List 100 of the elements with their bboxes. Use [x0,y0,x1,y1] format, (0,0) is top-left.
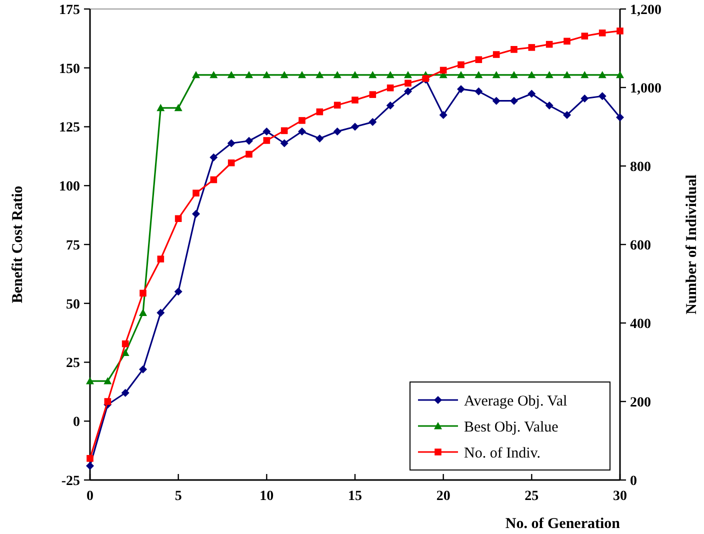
y-tick-label: 0 [73,415,80,430]
y-tick-label: 150 [59,62,80,77]
point [510,96,518,105]
point [104,398,112,405]
point [140,290,146,297]
point [298,127,306,136]
point [474,70,483,78]
legend-label: Best Obj. Value [464,419,559,436]
point [351,70,359,78]
x-tick-label: 25 [524,489,539,504]
y-tick-label: 75 [66,238,80,254]
y2-tick-label: 800 [630,160,651,175]
point [262,127,271,136]
point [457,70,465,78]
point [333,127,342,136]
y2-tick-label: 0 [630,474,637,489]
point [192,190,200,196]
point [157,256,164,262]
point [298,117,306,124]
y2-tick-label: 1,200 [630,2,662,18]
point [563,70,571,78]
point [227,139,236,148]
point [475,56,482,64]
point [316,134,324,143]
point [528,70,536,78]
point [228,159,235,166]
point [352,96,358,104]
y2-tick-label: 400 [630,316,651,332]
point [563,110,571,119]
point [121,388,130,397]
point [210,70,218,78]
x-tick-label: 20 [436,489,450,504]
point [263,137,270,144]
point [351,122,359,131]
x-tick-label: 15 [348,489,362,504]
point [246,150,252,158]
y2-tick-label: 1,000 [630,81,662,96]
point [156,308,165,317]
point [174,288,182,296]
point [386,84,394,92]
point [174,104,182,112]
point [545,70,554,78]
point [368,70,377,78]
legend-label: No. of Indiv. [464,445,541,462]
point [580,70,589,78]
point [616,28,624,34]
y2-tick-label: 200 [630,395,651,410]
point [616,113,624,122]
point [616,70,624,78]
point [86,455,94,462]
y-tick-label: -25 [61,474,80,489]
point [316,70,324,78]
x-tick-label: 10 [260,489,274,504]
point [316,108,324,116]
point [298,70,306,78]
x-tick-label: 30 [613,489,627,504]
point [192,70,200,78]
point [210,153,218,162]
point [580,94,589,102]
point [439,110,448,119]
point [368,118,377,126]
point [598,70,606,78]
point [280,139,288,148]
point [227,70,236,78]
point [156,104,165,112]
y-tick-label: 175 [59,2,80,18]
point [334,102,341,109]
x-tick-label: 5 [174,489,182,504]
y2-axis-title: Number of Individual [684,174,700,314]
point [598,92,606,100]
point [280,70,288,78]
point [492,96,500,105]
point [122,340,129,348]
point [139,365,147,374]
y-tick-label: 125 [59,120,80,136]
point [581,32,588,40]
point [262,70,271,78]
y-tick-label: 25 [66,356,80,372]
x-axis-title: No. of Generation [505,516,621,532]
point [210,176,218,184]
point [280,127,288,134]
point [528,44,536,51]
point [598,30,606,36]
legend-label: Average Obj. Val [464,393,568,410]
point [333,70,342,78]
point [564,38,570,45]
point [458,61,464,68]
point [474,87,483,96]
point [510,46,518,53]
point [174,215,182,222]
point [492,70,500,78]
point [404,70,412,78]
point [245,70,253,78]
point [86,377,94,384]
point [86,462,94,470]
point [492,51,500,58]
point [245,136,253,145]
y-axis-title: Benefit Cost Ratio [10,186,26,304]
point [546,40,553,48]
point [369,91,376,98]
